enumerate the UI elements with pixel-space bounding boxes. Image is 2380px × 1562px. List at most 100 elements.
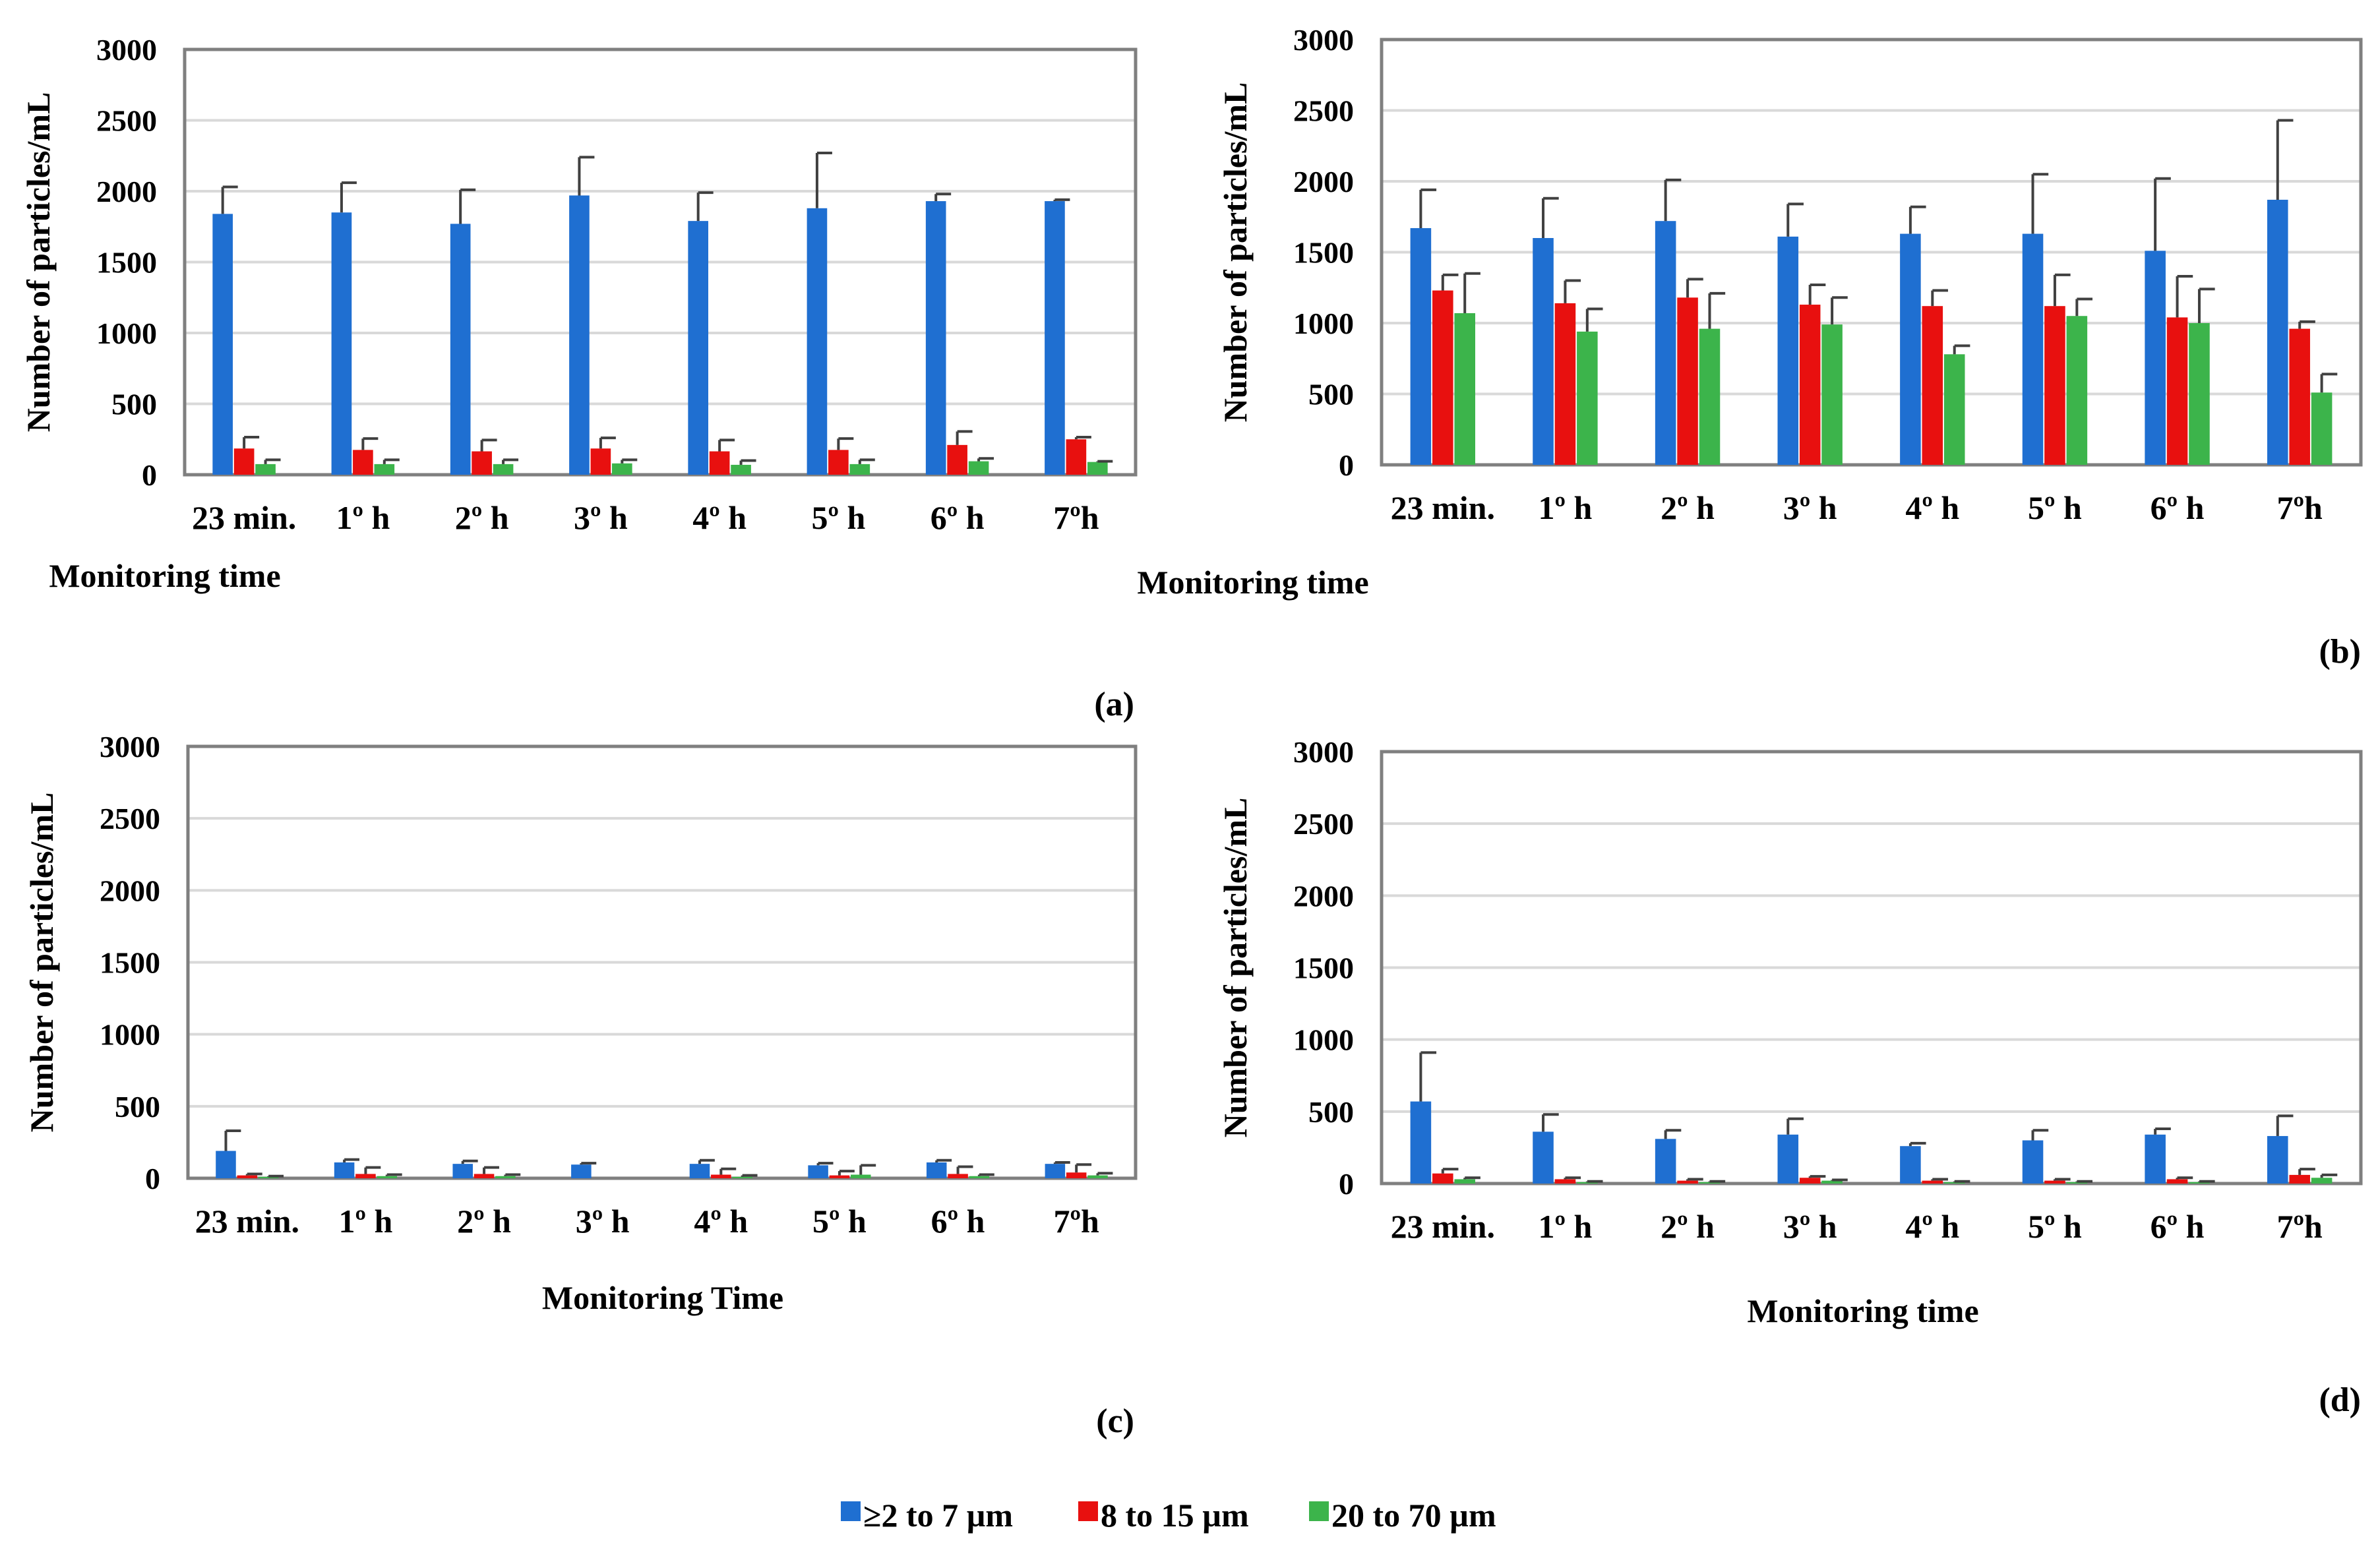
legend: ≥2 to 7 µm 8 to 15 µm 20 to 70 µm [841,1497,1496,1534]
x-tick-label: 5º h [811,499,865,536]
bar-series-3 [969,1176,990,1178]
bar-series-2 [2044,306,2065,465]
bar-series-1 [1410,1101,1432,1184]
bar-series-2 [1799,1178,1821,1184]
bar-series-1 [216,1151,236,1178]
y-tick-label: 0 [142,458,157,492]
bar-series-2 [1922,1180,1943,1184]
x-tick-label: 2º h [1661,1208,1715,1245]
y-axis-title: Number of particles/mL [1217,82,1254,423]
bar-series-1 [2022,1140,2044,1184]
x-tick-label: 7ºh [2277,489,2323,526]
bar-series-3 [493,464,514,475]
bar-series-3 [1943,354,1965,465]
x-tick-label: 23 min. [1391,1208,1495,1245]
bar-series-1 [334,1162,355,1178]
y-tick-label: 0 [1339,448,1354,482]
bar-series-1 [807,208,828,475]
x-tick-label: 4º h [1905,489,1959,526]
bar-series-3 [1454,1179,1476,1184]
y-tick-label: 3000 [96,33,157,67]
y-tick-label: 2500 [100,802,160,835]
bar-series-3 [1087,1175,1108,1178]
y-axis-title: Number of particles/mL [1217,798,1254,1138]
x-tick-label: 23 min. [195,1203,299,1240]
bar-series-1 [452,1164,473,1178]
bar-series-2 [1066,439,1087,475]
bar-series-2 [1677,297,1698,465]
x-axis-title: Monitoring time [1747,1292,1978,1329]
x-tick-label: 4º h [1905,1208,1959,1245]
bar-series-2 [711,1174,731,1178]
bar-series-1 [1777,1134,1799,1184]
bar-series-2 [709,451,730,475]
bar-series-3 [1577,331,1598,465]
bar-series-1 [1533,238,1554,465]
y-tick-label: 0 [145,1162,160,1195]
bar-series-2 [947,444,967,475]
bar-series-2 [237,1175,258,1178]
bar-series-1 [450,224,471,475]
y-tick-label: 1000 [1293,1023,1354,1057]
bar-series-1 [2145,1134,2166,1184]
panel-label: (a) [1094,686,1134,723]
y-tick-label: 2000 [1293,879,1354,913]
y-tick-label: 0 [1339,1167,1354,1201]
bar-series-3 [495,1176,516,1178]
y-tick-label: 2500 [1293,94,1354,128]
bar-series-2 [590,448,611,475]
bar-series-2 [473,1174,495,1178]
bar-series-2 [2289,1174,2310,1184]
bar-series-3 [1454,313,1476,465]
bar-series-3 [2189,323,2210,465]
x-tick-label: 5º h [2028,489,2082,526]
y-tick-label: 2500 [96,104,157,138]
bar-series-1 [2267,1135,2288,1184]
bar-series-2 [353,450,373,475]
bar-series-3 [1943,1182,1965,1184]
chart-panel-a: 0 500 1000 1500 2000 2500 3000 23 min. 1º h 2º h 3… [20,33,1138,723]
x-tick-label: 4º h [692,499,747,536]
bar-series-3 [1577,1182,1598,1184]
bar-series-2 [828,450,849,475]
bar-series-3 [1087,462,1108,475]
x-tick-label: 5º h [812,1203,867,1240]
y-tick-label: 1500 [1293,236,1354,270]
plot-frame [1380,750,2363,1186]
bar-series-2 [1432,1173,1453,1184]
bar-series-1 [1900,1146,1921,1184]
bar-series-2 [2166,1179,2188,1184]
bar-series-2 [2044,1180,2065,1184]
x-tick-label: 3º h [576,1203,630,1240]
bar-series-2 [1432,290,1453,465]
bar-series-1 [571,1164,592,1178]
x-tick-label: 3º h [1783,1208,1837,1245]
bar-series-3 [1821,324,1843,465]
bar-series-1 [689,1164,710,1178]
bar-series-3 [374,464,395,475]
x-tick-label: 6º h [2151,1208,2205,1245]
x-tick-label: 1º h [339,1203,393,1240]
y-tick-label: 1000 [96,316,157,350]
y-tick-label: 2000 [100,874,160,907]
bar-series-2 [472,451,492,475]
x-axis-title: Monitoring time [1137,564,1368,601]
bar-series-1 [2022,233,2044,465]
bar-series-1 [1655,1139,1676,1184]
x-tick-label: 7ºh [1054,1203,1100,1240]
bar-series-1 [2267,199,2288,465]
chart-panel-c: 0 500 1000 1500 2000 2500 3000 23 min. 1º h 2º h 3… [23,730,1138,1440]
x-tick-label: 1º h [1539,1208,1593,1245]
x-tick-label: 4º h [694,1203,748,1240]
bar-series-3 [851,1174,871,1178]
bar-series-3 [1699,328,1721,465]
bar-series-1 [569,195,590,475]
bar-series-1 [1045,201,1065,475]
x-tick-label: 2º h [455,499,509,536]
x-tick-label: 7ºh [2277,1208,2323,1245]
x-tick-label: 6º h [2151,489,2205,526]
bar-series-1 [1045,1164,1066,1178]
bar-series-1 [212,214,233,475]
bar-series-1 [926,1162,947,1178]
bar-series-2 [2289,328,2310,465]
